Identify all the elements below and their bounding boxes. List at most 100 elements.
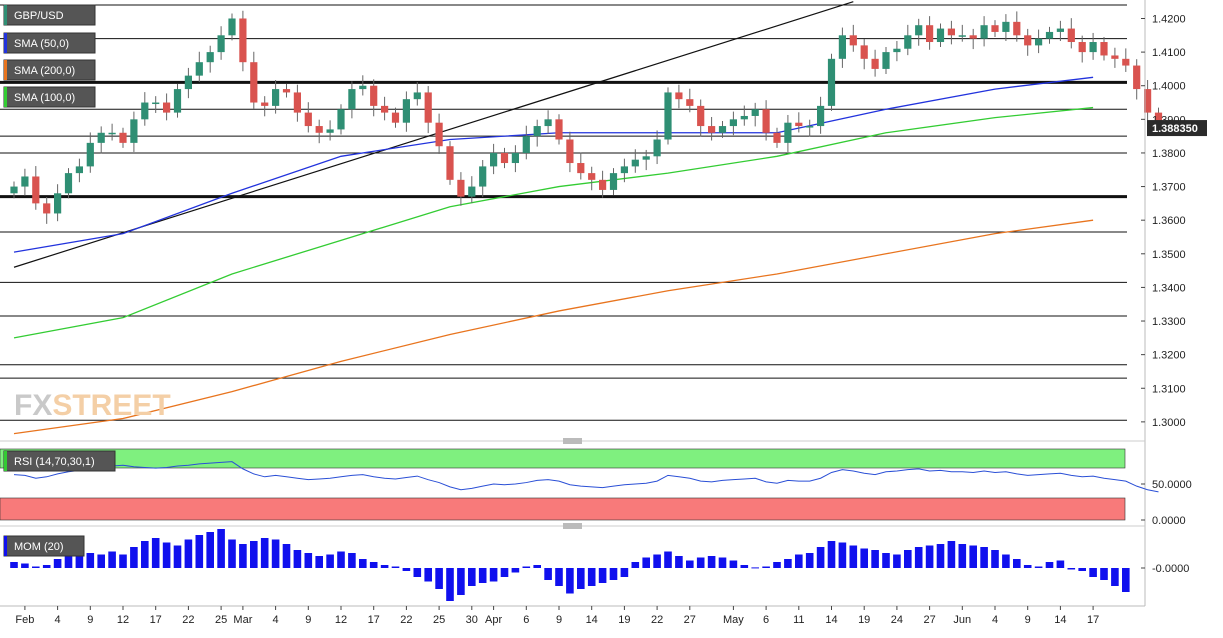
candle[interactable] (381, 96, 389, 121)
candle[interactable] (1024, 28, 1032, 56)
candle[interactable] (642, 149, 650, 171)
candle[interactable] (206, 45, 214, 73)
candle[interactable] (86, 132, 94, 173)
candle[interactable] (10, 181, 18, 199)
candle[interactable] (1122, 48, 1130, 72)
candle[interactable] (1067, 18, 1075, 49)
candle[interactable] (708, 116, 716, 141)
candle[interactable] (32, 166, 40, 210)
candle[interactable] (544, 110, 552, 134)
candle[interactable] (784, 114, 792, 152)
candle[interactable] (195, 51, 203, 83)
legend-sma50[interactable]: SMA (50,0) (3, 32, 96, 54)
candle[interactable] (239, 10, 247, 72)
candle[interactable] (511, 145, 519, 173)
candle[interactable] (838, 27, 846, 68)
candle[interactable] (293, 84, 301, 122)
candle[interactable] (936, 23, 945, 48)
candle[interactable] (762, 100, 770, 141)
candle[interactable] (500, 147, 509, 169)
candle[interactable] (926, 16, 934, 50)
candle[interactable] (315, 119, 323, 144)
candle[interactable] (97, 126, 105, 154)
candle[interactable] (359, 75, 367, 96)
candle[interactable] (173, 84, 182, 118)
candle[interactable] (697, 99, 705, 137)
candle[interactable] (620, 158, 628, 183)
legend-symbol[interactable]: GBP/USD (3, 4, 96, 26)
candle[interactable] (991, 20, 999, 37)
candle[interactable] (751, 102, 759, 127)
candle[interactable] (152, 96, 160, 113)
candle[interactable] (773, 127, 781, 148)
candle[interactable] (588, 166, 596, 191)
candle[interactable] (1002, 14, 1010, 42)
candle[interactable] (1078, 35, 1086, 63)
splitter-price-rsi[interactable] (0, 438, 1145, 444)
candle[interactable] (119, 127, 127, 148)
candle[interactable] (261, 96, 269, 117)
candle[interactable] (272, 80, 280, 114)
candle[interactable] (130, 111, 138, 152)
candle[interactable] (915, 18, 923, 46)
candle[interactable] (1045, 26, 1054, 44)
candle[interactable] (827, 53, 836, 111)
candle[interactable] (522, 125, 530, 160)
candle[interactable] (958, 24, 966, 42)
candle[interactable] (108, 123, 116, 141)
candle[interactable] (424, 86, 432, 134)
candle[interactable] (141, 92, 149, 126)
candle[interactable] (1089, 32, 1097, 60)
candle[interactable] (391, 107, 400, 128)
candle[interactable] (566, 131, 574, 173)
candle[interactable] (435, 113, 443, 154)
candle[interactable] (1013, 11, 1021, 42)
candle[interactable] (1035, 29, 1043, 54)
legend-sma100[interactable]: SMA (100,0) (3, 86, 96, 108)
candle[interactable] (893, 41, 901, 62)
candle[interactable] (1100, 36, 1108, 61)
candle[interactable] (54, 184, 62, 222)
candle[interactable] (1111, 47, 1119, 68)
candle[interactable] (479, 160, 487, 197)
price-panel[interactable] (0, 0, 1145, 437)
legend-mom[interactable]: MOM (20) (3, 535, 85, 557)
candle[interactable] (337, 104, 345, 135)
candle[interactable] (468, 176, 476, 204)
candle[interactable] (795, 112, 803, 133)
candle[interactable] (282, 84, 291, 98)
candle[interactable] (228, 13, 236, 41)
candle[interactable] (729, 111, 737, 136)
candle[interactable] (599, 170, 607, 198)
candle[interactable] (490, 143, 498, 175)
candle[interactable] (326, 120, 334, 141)
candle[interactable] (577, 152, 585, 180)
candle[interactable] (1133, 59, 1141, 100)
candle[interactable] (609, 168, 618, 195)
candle[interactable] (1056, 20, 1064, 42)
candle[interactable] (653, 130, 661, 165)
splitter-rsi-mom[interactable] (0, 523, 1145, 529)
candle[interactable] (740, 105, 748, 126)
candle[interactable] (969, 28, 977, 50)
candle[interactable] (555, 114, 563, 145)
legend-sma200[interactable]: SMA (200,0) (3, 59, 96, 81)
candle[interactable] (413, 82, 421, 106)
candle[interactable] (904, 24, 912, 56)
candle[interactable] (882, 47, 890, 74)
candle[interactable] (664, 87, 672, 145)
candle[interactable] (250, 51, 258, 109)
candle[interactable] (533, 119, 541, 147)
candle[interactable] (980, 16, 988, 47)
candle[interactable] (21, 168, 29, 196)
candle[interactable] (817, 96, 825, 134)
candle[interactable] (1144, 80, 1152, 121)
candle[interactable] (860, 38, 868, 70)
candle[interactable] (947, 20, 955, 45)
candle[interactable] (457, 172, 465, 206)
candle[interactable] (304, 102, 312, 133)
candle[interactable] (686, 88, 694, 113)
candle[interactable] (402, 91, 410, 132)
legend-rsi[interactable]: RSI (14,70,30,1) (3, 450, 116, 472)
